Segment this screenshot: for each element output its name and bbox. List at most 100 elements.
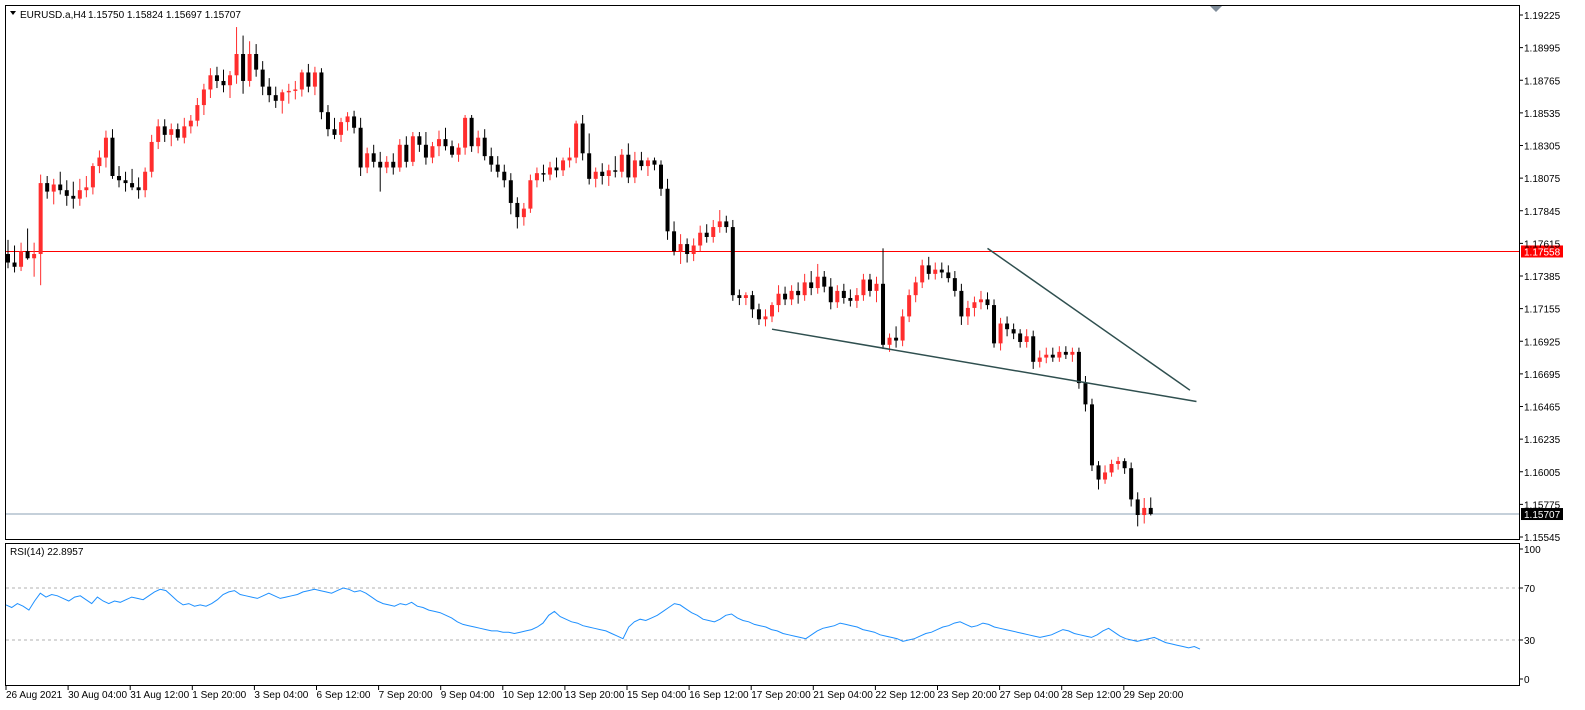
candle-body (711, 227, 716, 237)
candle (580, 115, 585, 161)
candle-body (1148, 507, 1153, 515)
ohlc-readout: 1.15750 1.15824 1.15697 1.15707 (88, 10, 241, 21)
trend-line-lower[interactable] (771, 328, 1197, 403)
candle (645, 157, 650, 176)
candle (358, 117, 363, 176)
time-tick-label: 6 Sep 12:00 (317, 690, 371, 701)
candle-body (626, 154, 631, 178)
candle (339, 117, 344, 142)
candle-body (1122, 461, 1127, 469)
dropdown-arrow-icon[interactable] (10, 11, 16, 15)
candle (894, 326, 899, 348)
candle-body (992, 305, 997, 344)
candle (38, 174, 43, 286)
candle (267, 78, 272, 103)
candle (306, 63, 311, 93)
candle (704, 224, 709, 243)
candle-body (972, 302, 977, 308)
candle (796, 282, 801, 304)
candle-body (698, 232, 703, 246)
candle (110, 129, 115, 179)
price-tick-label: 1.17155 (1524, 305, 1561, 316)
candle (1044, 347, 1049, 364)
candle-body (724, 221, 729, 228)
candle-body (678, 244, 683, 252)
candle-body (534, 173, 539, 181)
candle-body (195, 105, 200, 121)
candle (600, 163, 605, 185)
candle (678, 234, 683, 264)
candle (965, 300, 970, 325)
candle-body (241, 54, 246, 81)
candle (698, 225, 703, 252)
candle (874, 276, 879, 303)
current-price-tag (1521, 508, 1563, 521)
price-tick-label: 1.16005 (1524, 468, 1561, 479)
price-tick-label: 1.16235 (1524, 435, 1561, 446)
trend-line-upper[interactable] (987, 247, 1191, 391)
candle (58, 171, 63, 195)
candle (1076, 347, 1081, 389)
candle-body (600, 171, 605, 176)
candle-body (325, 112, 330, 130)
candle (123, 171, 128, 192)
time-tick-label: 31 Aug 12:00 (130, 690, 189, 701)
candle (763, 309, 768, 327)
candle (71, 181, 76, 209)
candle-body (920, 265, 925, 283)
candle (828, 278, 833, 310)
candle (169, 123, 174, 147)
price-panel[interactable] (5, 5, 1520, 540)
candle (260, 61, 265, 96)
candle-body (822, 276, 827, 287)
candle-body (743, 295, 748, 298)
candle-body (959, 290, 964, 317)
candle (436, 130, 441, 157)
candle (1142, 497, 1147, 524)
candle-body (841, 290, 846, 298)
time-tick-label: 15 Sep 04:00 (627, 690, 687, 701)
price-tick-label: 1.16695 (1524, 370, 1561, 381)
candle-body (874, 283, 879, 291)
candle-body (482, 137, 487, 157)
candle (463, 115, 468, 155)
candle-body (6, 254, 10, 263)
candle-body (378, 161, 383, 168)
candle-body (1076, 351, 1081, 384)
candle (312, 66, 317, 96)
candle-body (430, 146, 435, 158)
time-tick-label: 22 Sep 12:00 (875, 690, 935, 701)
rsi-panel[interactable] (5, 543, 1520, 686)
candle (691, 238, 696, 262)
candle (1089, 398, 1094, 472)
candle (195, 97, 200, 127)
candle-body (188, 120, 193, 127)
candle (659, 160, 663, 196)
candle-body (117, 175, 122, 181)
chart-shift-marker[interactable] (1210, 6, 1222, 12)
candle-body (1096, 465, 1101, 480)
candle (528, 174, 533, 213)
candle-body (489, 156, 494, 165)
price-tick-label: 1.18075 (1524, 174, 1561, 185)
candle-body (1011, 329, 1016, 334)
candle-body (469, 117, 474, 147)
level-price-label: 1.17558 (1524, 247, 1561, 258)
candle-body (267, 86, 272, 96)
candle-body (1037, 357, 1042, 362)
candle-body (352, 116, 357, 128)
candle (534, 167, 539, 188)
candle (280, 89, 285, 114)
candle (639, 151, 644, 171)
candle-body (783, 293, 788, 300)
candle (939, 262, 944, 279)
candle-body (985, 299, 990, 306)
candle (156, 119, 161, 150)
candle-body (358, 127, 363, 168)
time-tick-label: 30 Aug 04:00 (68, 690, 127, 701)
candle-body (1050, 354, 1055, 358)
candle (352, 110, 357, 134)
trend-lines[interactable] (771, 247, 1197, 403)
candle-body (659, 164, 663, 189)
